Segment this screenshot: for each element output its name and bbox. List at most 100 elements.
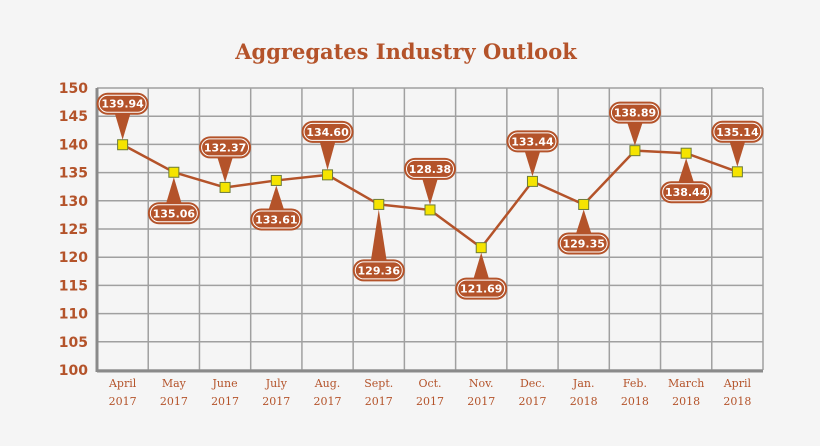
x-tick-label: July (265, 377, 288, 390)
callout-bubble (506, 130, 559, 153)
data-labels: 139.94 135.06 132.37 133.61 134.60 129.36 128.… (96, 92, 764, 300)
x-tick-label: April (108, 377, 137, 390)
callout-bubble (660, 181, 713, 204)
y-tick-label: 100 (59, 363, 88, 379)
data-point-marker (526, 175, 538, 187)
data-point-marker (219, 181, 231, 193)
y-tick-label: 120 (59, 250, 88, 266)
x-tick-label: Nov. (469, 377, 494, 390)
data-label: 134.60 (306, 126, 349, 139)
x-tick-label: 2018 (570, 395, 598, 408)
callout-bubble (147, 202, 200, 225)
x-tick-label: 2017 (160, 395, 188, 408)
x-axis: April 2017 May 2017 June 2017 July 2017 Aug. 2017… (108, 377, 752, 408)
x-tick-label: 2018 (672, 395, 700, 408)
data-point-marker (731, 166, 743, 178)
callout-pointer (165, 177, 182, 205)
data-label: 128.38 (409, 163, 451, 176)
callout-inner-border (354, 261, 403, 280)
y-tick-label: 110 (59, 307, 88, 323)
x-tick-label: 2017 (467, 395, 495, 408)
callout-pointer (370, 209, 387, 262)
grid (95, 87, 764, 373)
callout-inner-border (149, 204, 198, 223)
callout-pointer (678, 158, 695, 184)
x-tick-label: Feb. (623, 377, 647, 390)
callout-inner-border (406, 159, 454, 178)
callout-pointer (575, 209, 592, 235)
y-tick-label: 130 (59, 194, 88, 210)
data-point-marker (270, 174, 282, 186)
callout-inner-border (610, 103, 659, 122)
data-point-marker (373, 198, 385, 210)
x-tick-label: Sept. (364, 377, 393, 390)
callout-pointer (319, 140, 336, 170)
x-tick-label: 2018 (621, 395, 649, 408)
data-label: 129.36 (358, 264, 401, 277)
callout-pointer (729, 140, 746, 167)
y-tick-label: 115 (59, 278, 88, 294)
x-tick-label: 2017 (109, 395, 137, 408)
callout-pointer (524, 150, 541, 177)
callout-inner-border (559, 234, 608, 253)
data-label: 121.69 (460, 283, 502, 296)
callout-bubble (455, 277, 508, 300)
callout-inner-border (713, 122, 762, 141)
y-axis: 100 105 110 115 120 125 130 135 140 145 150 (59, 81, 88, 379)
callout-pointer (473, 252, 490, 280)
x-tick-label: April (723, 377, 752, 390)
y-tick-label: 140 (59, 137, 88, 153)
callout-inner-border (303, 122, 352, 141)
data-label: 135.14 (716, 126, 759, 139)
callout-bubble (250, 208, 303, 231)
callout-inner-border (662, 183, 711, 202)
callout-inner-border (508, 132, 557, 151)
callout-pointer (114, 112, 131, 140)
data-label: 135.06 (153, 207, 196, 220)
x-tick-label: Aug. (314, 377, 341, 390)
callout-bubble (352, 259, 405, 282)
x-tick-label: May (162, 377, 187, 390)
callout-bubble (199, 136, 252, 159)
callout-bubble (404, 157, 456, 180)
callout-bubble (557, 232, 610, 255)
x-tick-label: 2017 (262, 395, 290, 408)
callout-inner-border (457, 279, 506, 298)
callout-bubble (608, 101, 661, 124)
data-point-marker (629, 145, 641, 157)
callout-inner-border (98, 94, 147, 113)
x-tick-label: March (668, 377, 704, 390)
data-point-marker (680, 147, 692, 159)
x-tick-label: 2017 (211, 395, 239, 408)
data-label: 138.44 (665, 186, 708, 199)
data-point-marker (117, 139, 129, 151)
data-label: 139.94 (101, 98, 144, 111)
callout-pointer (268, 185, 285, 211)
data-label: 133.44 (511, 135, 554, 148)
y-tick-label: 105 (59, 335, 88, 351)
data-label: 133.61 (255, 213, 297, 226)
callout-bubble (301, 120, 354, 143)
x-tick-label: 2017 (365, 395, 393, 408)
data-point-marker (475, 242, 487, 254)
data-label: 129.35 (562, 237, 604, 250)
callout-bubble (96, 92, 149, 115)
y-tick-label: 125 (59, 222, 88, 238)
x-tick-label: 2017 (416, 395, 444, 408)
y-tick-label: 150 (59, 81, 88, 97)
y-tick-label: 135 (59, 166, 88, 182)
callout-inner-border (201, 138, 250, 157)
callout-pointer (422, 177, 438, 205)
x-tick-label: 2018 (723, 395, 751, 408)
y-tick-label: 145 (59, 109, 88, 125)
callout-bubble (711, 120, 764, 143)
data-point-marker (424, 204, 436, 216)
x-tick-label: June (212, 377, 238, 390)
x-tick-label: 2017 (314, 395, 342, 408)
data-label: 138.89 (614, 107, 656, 120)
data-point-marker (578, 198, 590, 210)
data-point-marker (168, 166, 180, 178)
x-tick-label: Oct. (418, 377, 441, 390)
callout-pointer (217, 156, 234, 183)
